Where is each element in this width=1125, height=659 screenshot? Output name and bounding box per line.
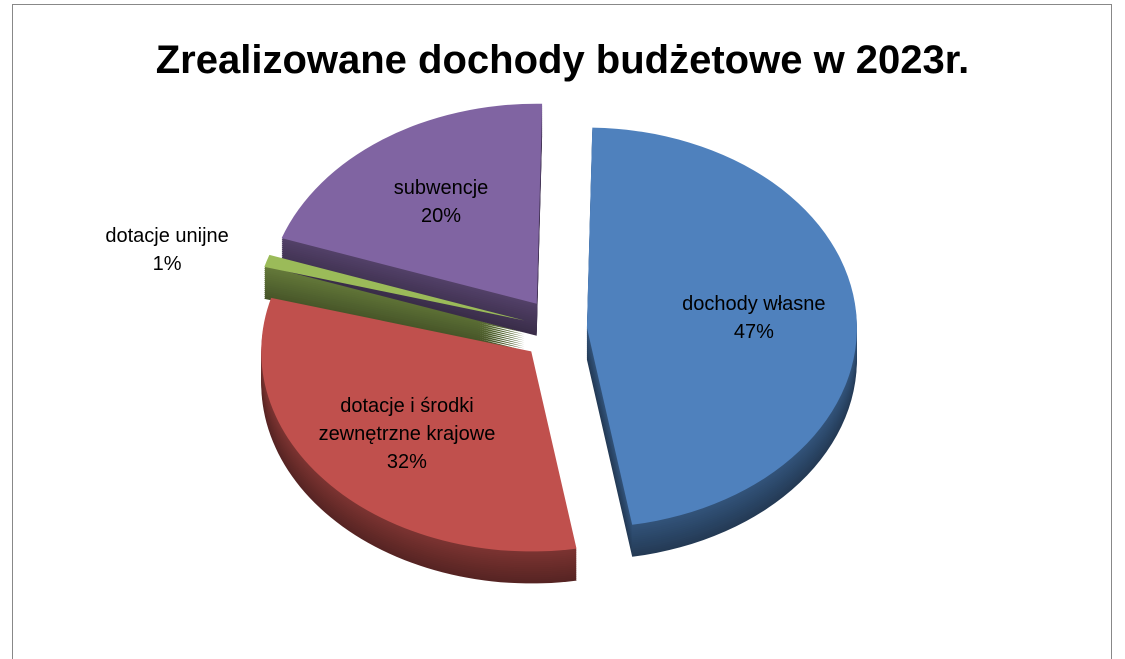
chart-frame	[12, 4, 1112, 659]
slice	[586, 127, 857, 525]
slice-value: 1%	[152, 252, 182, 275]
slice-category: dotacje i środki zewnętrzne krajowe	[318, 395, 496, 446]
slice-label: subwencje 20%	[346, 174, 536, 230]
slice-category: dotacje unijne	[105, 224, 229, 247]
slice-value: 47%	[733, 321, 774, 344]
slice	[264, 254, 525, 321]
slice-value: 32%	[386, 451, 427, 474]
slice-category: subwencje	[393, 176, 489, 199]
slice	[261, 297, 577, 552]
slice-label: dochody własne 47%	[659, 290, 849, 346]
slice-label: dotacje i środki zewnętrzne krajowe 32%	[312, 392, 502, 476]
slice-category: dochody własne	[682, 293, 826, 316]
chart-title: Zrealizowane dochody budżetowe w 2023r.	[155, 38, 970, 82]
slice	[281, 103, 543, 304]
slice-value: 20%	[421, 204, 462, 227]
slice-label: dotacje unijne 1%	[72, 222, 262, 278]
